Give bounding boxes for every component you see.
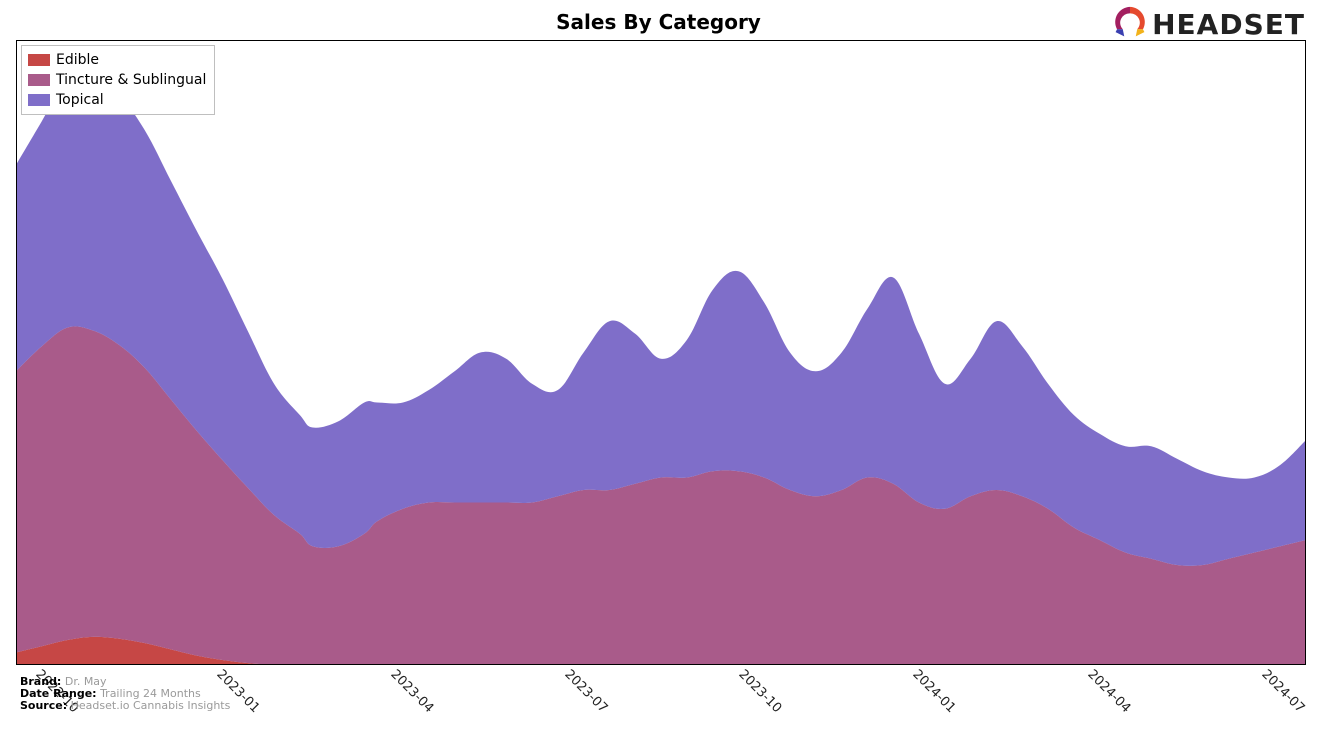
legend-label-edible: Edible [56, 50, 99, 70]
headset-logo: HEADSET [1112, 4, 1305, 44]
xtick-label: 2024-04 [1084, 667, 1133, 716]
area-chart-svg [16, 40, 1306, 665]
legend-item-topical: Topical [28, 90, 206, 110]
xtick-label: 2023-10 [736, 667, 785, 716]
xtick-label: 2024-01 [910, 667, 959, 716]
meta-source-label: Source: [20, 699, 67, 712]
legend-swatch-topical [28, 94, 50, 106]
legend-item-tincture: Tincture & Sublingual [28, 70, 206, 90]
legend-label-topical: Topical [56, 90, 104, 110]
legend-swatch-tincture [28, 74, 50, 86]
legend-label-tincture: Tincture & Sublingual [56, 70, 206, 90]
legend-swatch-edible [28, 54, 50, 66]
headset-logo-text: HEADSET [1152, 8, 1305, 41]
chart-plot-area: EdibleTincture & SublingualTopical [16, 40, 1306, 665]
chart-metadata: Brand: Dr. May Date Range: Trailing 24 M… [20, 676, 230, 712]
xtick-label: 2023-07 [561, 667, 610, 716]
xtick-label: 2023-04 [387, 667, 436, 716]
legend-item-edible: Edible [28, 50, 206, 70]
headset-logo-icon [1112, 4, 1148, 44]
xtick-label: 2024-07 [1258, 667, 1307, 716]
meta-source-value: Headset.io Cannabis Insights [71, 699, 231, 712]
chart-legend: EdibleTincture & SublingualTopical [21, 45, 215, 115]
meta-source: Source: Headset.io Cannabis Insights [20, 700, 230, 712]
